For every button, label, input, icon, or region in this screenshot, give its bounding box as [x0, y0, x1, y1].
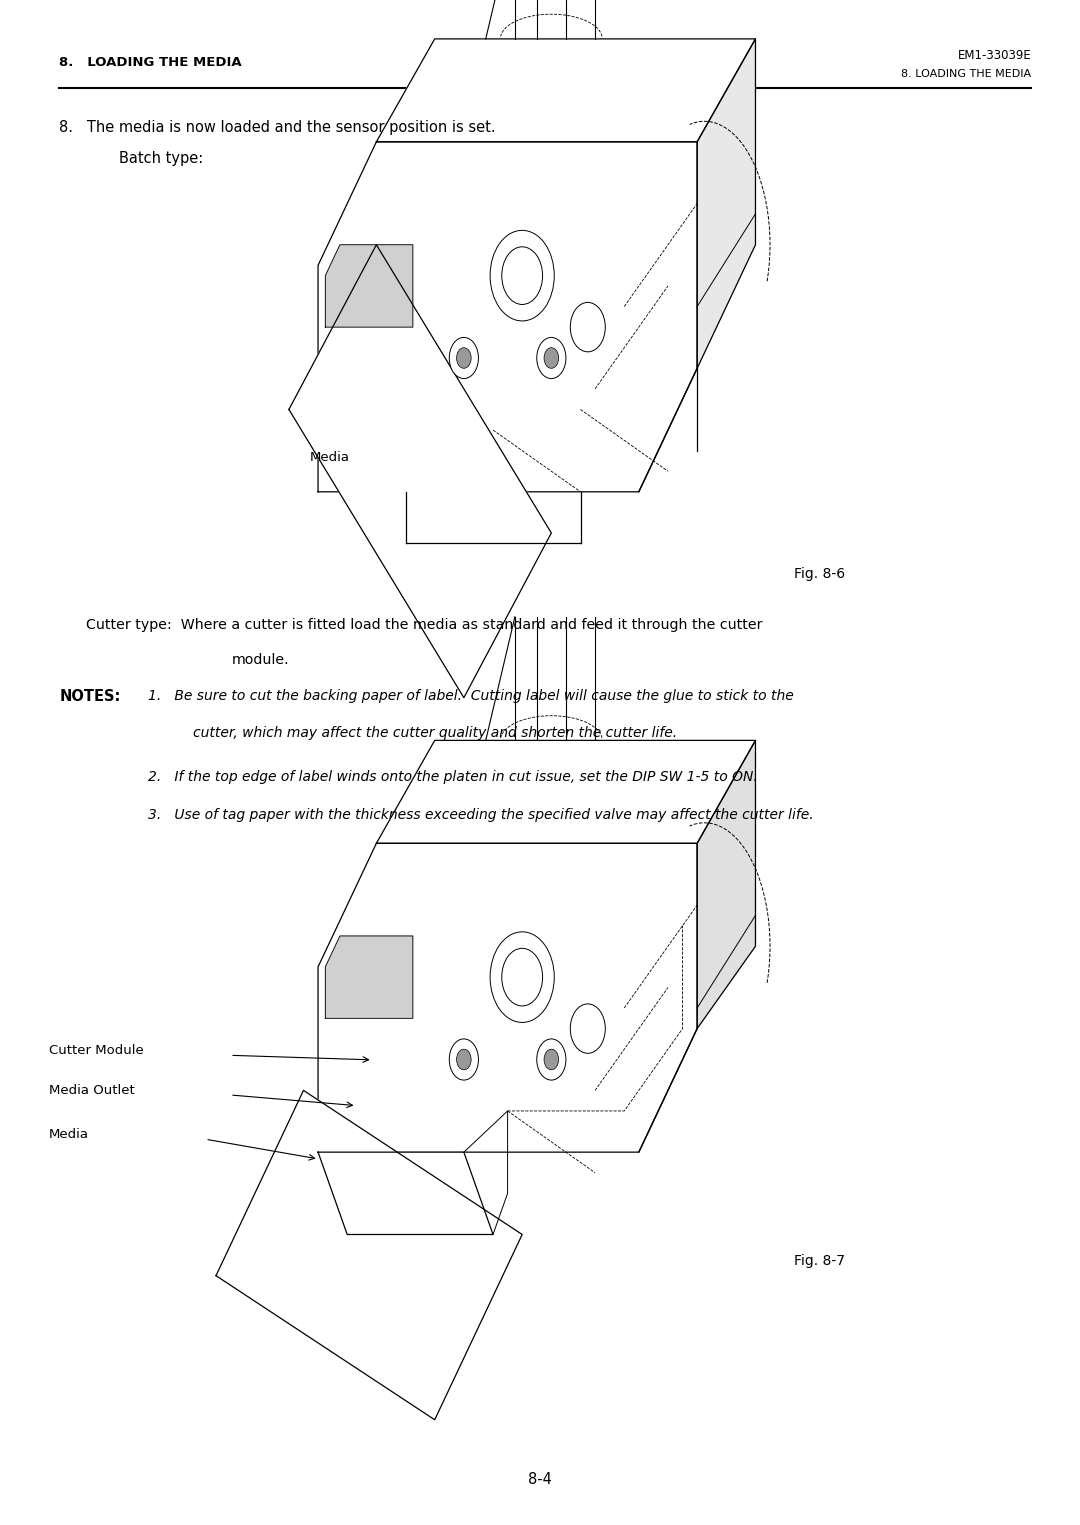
Text: 8-4: 8-4 — [528, 1472, 552, 1487]
Circle shape — [544, 1049, 558, 1071]
Text: 8.   LOADING THE MEDIA: 8. LOADING THE MEDIA — [59, 56, 242, 70]
Polygon shape — [325, 244, 413, 328]
Polygon shape — [377, 40, 756, 142]
Circle shape — [457, 348, 471, 369]
Circle shape — [457, 1049, 471, 1071]
Text: EM1-33039E: EM1-33039E — [958, 49, 1031, 63]
Polygon shape — [216, 1090, 523, 1420]
Text: 3.   Use of tag paper with the thickness exceeding the specified valve may affec: 3. Use of tag paper with the thickness e… — [148, 808, 813, 822]
Circle shape — [544, 348, 558, 369]
Text: Cutter Module: Cutter Module — [49, 1045, 144, 1057]
Text: 8.   The media is now loaded and the sensor position is set.: 8. The media is now loaded and the senso… — [59, 120, 496, 136]
Polygon shape — [319, 1153, 492, 1235]
Circle shape — [537, 337, 566, 378]
Polygon shape — [325, 936, 413, 1019]
Text: 8. LOADING THE MEDIA: 8. LOADING THE MEDIA — [902, 69, 1031, 79]
Text: Fig. 8-7: Fig. 8-7 — [794, 1254, 845, 1267]
Text: cutter, which may affect the cutter quality and shorten the cutter life.: cutter, which may affect the cutter qual… — [193, 726, 677, 740]
Text: Media: Media — [49, 1128, 89, 1141]
Text: Media Outlet: Media Outlet — [49, 1084, 134, 1096]
Polygon shape — [289, 244, 551, 698]
Polygon shape — [639, 40, 756, 491]
Text: 2.   If the top edge of label winds onto the platen in cut issue, set the DIP SW: 2. If the top edge of label winds onto t… — [148, 770, 758, 784]
Polygon shape — [319, 843, 698, 1153]
Polygon shape — [319, 142, 698, 491]
Polygon shape — [377, 741, 756, 843]
Polygon shape — [639, 741, 756, 1153]
Text: module.: module. — [232, 653, 289, 666]
Text: Cutter type:  Where a cutter is fitted load the media as standard and feed it th: Cutter type: Where a cutter is fitted lo… — [86, 618, 762, 631]
Circle shape — [449, 337, 478, 378]
Text: Batch type:: Batch type: — [119, 151, 203, 166]
Text: NOTES:: NOTES: — [59, 689, 121, 705]
Text: Fig. 8-6: Fig. 8-6 — [794, 567, 845, 581]
Circle shape — [449, 1039, 478, 1080]
Text: Media: Media — [309, 451, 350, 464]
Text: 1.   Be sure to cut the backing paper of label.  Cutting label will cause the gl: 1. Be sure to cut the backing paper of l… — [148, 689, 794, 703]
Circle shape — [537, 1039, 566, 1080]
